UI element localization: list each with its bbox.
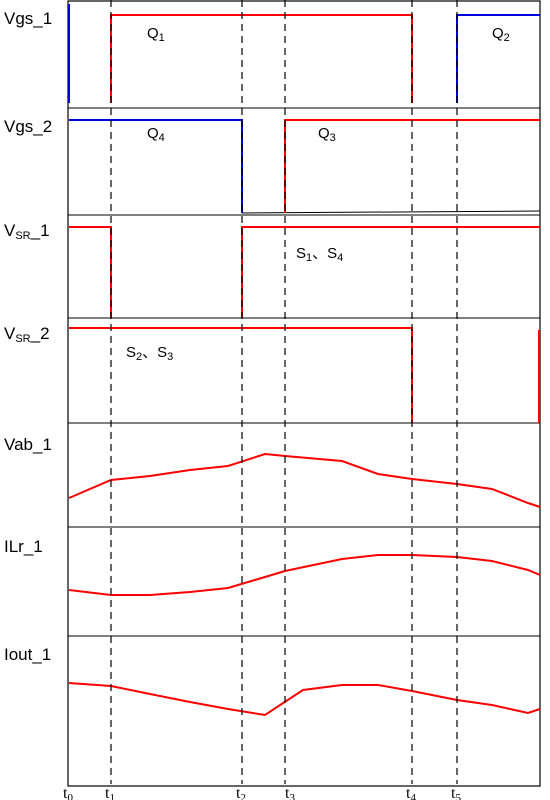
tick-t3-sub: 3	[289, 792, 295, 800]
tick-t0-main: t	[63, 785, 68, 800]
panel-labels: Vgs_1 Vgs_2 VSR_1 VSR_2 Vab_1 ILr_1 Iout…	[4, 9, 52, 664]
tick-t5-sub: 5	[455, 792, 461, 800]
vsr1-label-main: V	[4, 221, 16, 240]
wave-vgs2-base	[241, 210, 541, 214]
tick-t3: t3	[285, 785, 295, 800]
annotation-s3-sub: 3	[167, 351, 173, 363]
wave-vgs1-q1	[110, 14, 413, 103]
wave-ilr1	[68, 554, 541, 596]
panel-label-vab1: Vab_1	[4, 435, 52, 454]
annotation-q1-sub: 1	[159, 32, 165, 44]
vsr2-label-main: V	[4, 324, 16, 343]
tick-t2: t2	[236, 785, 246, 800]
annotation-q3-sub: 3	[330, 132, 336, 144]
vsr2-label-tail: _2	[30, 324, 50, 343]
tick-t4-sub: 4	[410, 792, 416, 800]
tick-t1: t1	[105, 785, 115, 800]
tick-t4-main: t	[406, 785, 411, 800]
tick-t1-sub: 1	[109, 792, 115, 800]
tick-t2-sub: 2	[240, 792, 246, 800]
annotation-q3-main: Q	[318, 125, 330, 142]
annotation-q4: Q4	[147, 125, 165, 144]
annotation-s2-main: S	[126, 344, 136, 361]
tick-t5-main: t	[451, 785, 456, 800]
wave-vsr2	[69, 327, 413, 423]
annotation-s1-main: S	[296, 245, 306, 262]
vsr2-label-sub: SR	[15, 333, 30, 345]
time-lines	[110, 0, 458, 784]
annotation-s1-sub: 1	[306, 252, 312, 264]
panel-label-vgs1: Vgs_1	[4, 9, 52, 28]
tick-t1-main: t	[105, 785, 110, 800]
tick-t0-sub: 0	[67, 792, 73, 800]
vsr1-label-sub: SR	[15, 230, 30, 242]
annotation-s3-main: 、S	[142, 344, 167, 361]
panel-label-ilr1: ILr_1	[4, 537, 43, 556]
tick-t4: t4	[406, 785, 416, 800]
tick-t0: t0	[63, 785, 73, 800]
wave-vsr1-a	[69, 226, 112, 318]
panel-label-vsr1: VSR_1	[4, 221, 50, 242]
wave-iout1	[68, 682, 541, 717]
tick-t2-main: t	[236, 785, 241, 800]
annotation-s1-s4: S1、S4	[296, 245, 343, 264]
panel-label-vsr2: VSR_2	[4, 324, 50, 345]
tick-t3-main: t	[285, 785, 290, 800]
annotation-q1-main: Q	[147, 25, 159, 42]
waveform-annotations: Q1 Q2 Q4 Q3 S1、S4 S2、S3	[126, 25, 510, 363]
annotation-q2: Q2	[492, 25, 510, 44]
annotation-q2-main: Q	[492, 25, 504, 42]
vsr1-label-tail: _1	[30, 221, 50, 240]
diagram-frame	[67, 0, 541, 787]
wave-vab1	[68, 452, 541, 508]
annotation-q4-main: Q	[147, 125, 159, 142]
annotation-s4-sub: 4	[337, 252, 343, 264]
annotation-s2-sub: 2	[136, 351, 142, 363]
panel-dividers	[68, 107, 540, 637]
panel-label-iout1: Iout_1	[4, 645, 51, 664]
tick-t5: t5	[451, 785, 461, 800]
annotation-q2-sub: 2	[504, 32, 510, 44]
annotation-s2-s3: S2、S3	[126, 344, 173, 363]
panel-label-vgs2: Vgs_2	[4, 117, 52, 136]
annotation-q4-sub: 4	[159, 132, 165, 144]
wave-vsr1-b	[241, 226, 540, 318]
annotation-q1: Q1	[147, 25, 165, 44]
annotation-s4-main: 、S	[312, 245, 337, 262]
annotation-q3: Q3	[318, 125, 336, 144]
time-tick-labels: t0 t1 t2 t3 t4 t5	[63, 785, 461, 800]
